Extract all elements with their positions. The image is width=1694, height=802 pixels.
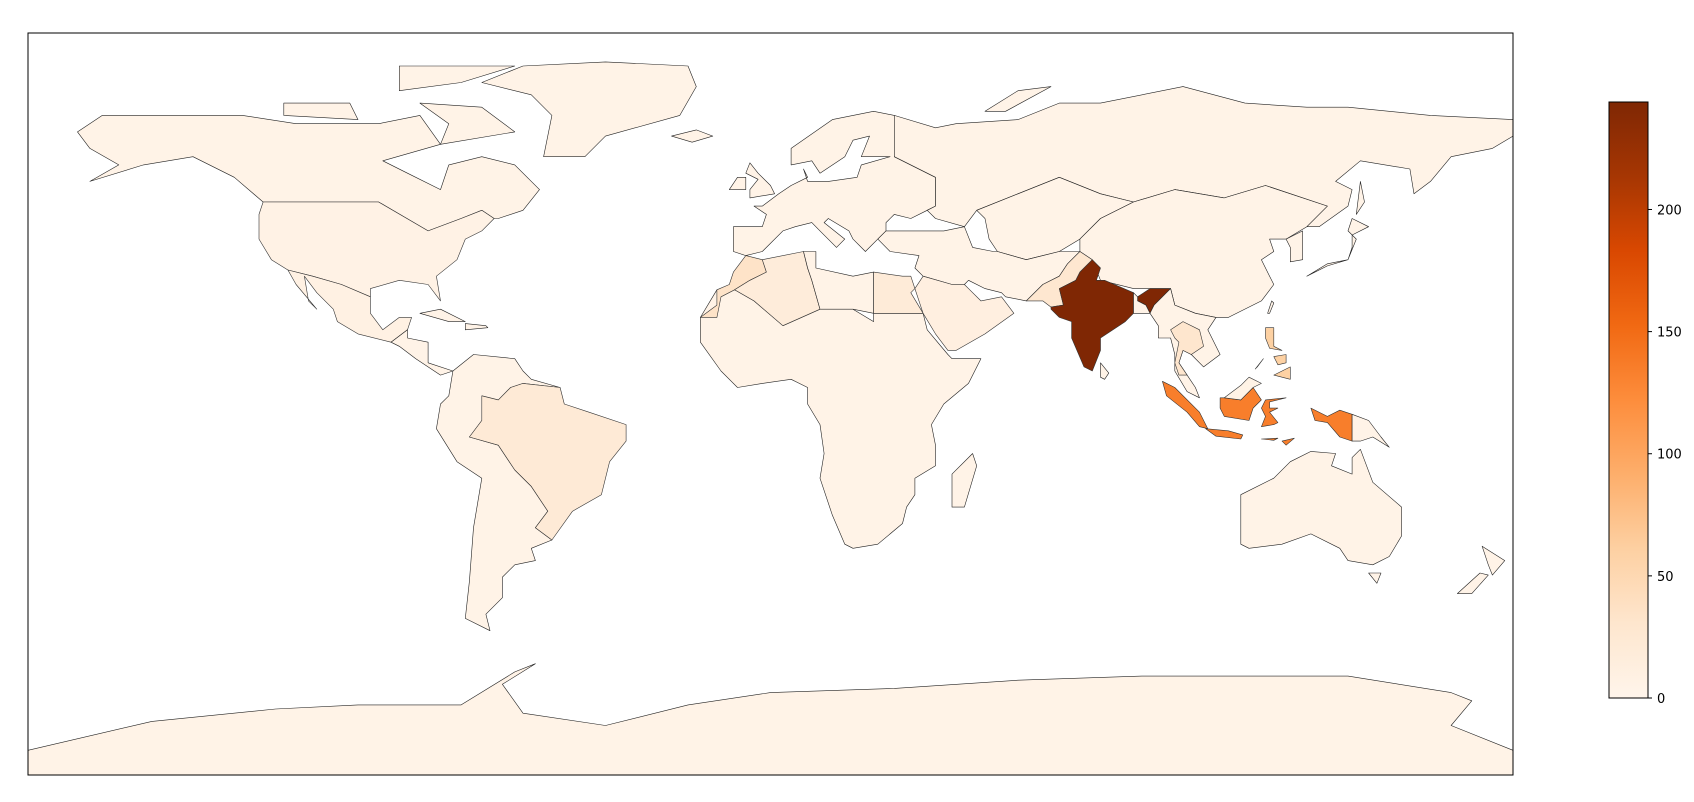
country-other [1306,218,1369,277]
country-other [745,162,775,199]
country-other [419,308,466,322]
country-other [77,115,540,232]
country-other [1133,292,1151,314]
country-other [1240,448,1402,566]
country-other [398,65,516,91]
country-thailand [1170,321,1204,376]
country-saudi-arabia [914,275,1015,351]
country-indonesia [1281,437,1295,446]
country-other [728,177,747,190]
country-other [1267,300,1275,314]
country-other [893,86,1514,227]
country-philippines [1254,358,1264,370]
country-other [700,289,982,549]
country-other [390,329,454,376]
country-indonesia [1310,407,1353,442]
country-other [481,61,697,157]
country-other [1368,572,1382,584]
country-other [671,129,714,143]
country-other [1481,545,1506,576]
country-indonesia [1261,397,1287,428]
country-other [464,323,489,331]
country-indonesia [1162,380,1209,430]
country-philippines [1273,354,1287,366]
country-usa [258,201,495,302]
countries-layer [27,61,1514,776]
country-other [951,453,978,508]
colorbar-tick-label: 200 [1657,203,1682,218]
country-other [1457,572,1489,594]
colorbar-tick-label: 0 [1657,692,1665,707]
country-other [984,86,1052,112]
country-other [1100,362,1110,380]
colorbar-tick-label: 100 [1657,448,1682,463]
country-egypt [873,271,924,314]
colorbar-tick-label: 150 [1657,326,1682,341]
country-other [1351,413,1390,448]
country-brazil [469,383,627,541]
country-indonesia [1205,428,1244,440]
country-philippines [1265,327,1283,351]
colorbar: 0 50 100 150 200 [1608,101,1682,707]
colorbar-tick-label: 50 [1657,570,1674,585]
country-other [283,102,359,120]
country-malaysia [1224,376,1262,401]
map-frame [27,32,1514,776]
colorbar-ticks: 0 50 100 150 200 [1648,203,1682,707]
country-other [27,663,1514,776]
country-indonesia [1261,437,1279,441]
country-other [1285,230,1303,263]
country-other [419,102,516,145]
country-philippines [1273,366,1291,380]
country-other [1356,181,1365,215]
colorbar-gradient [1608,101,1649,699]
